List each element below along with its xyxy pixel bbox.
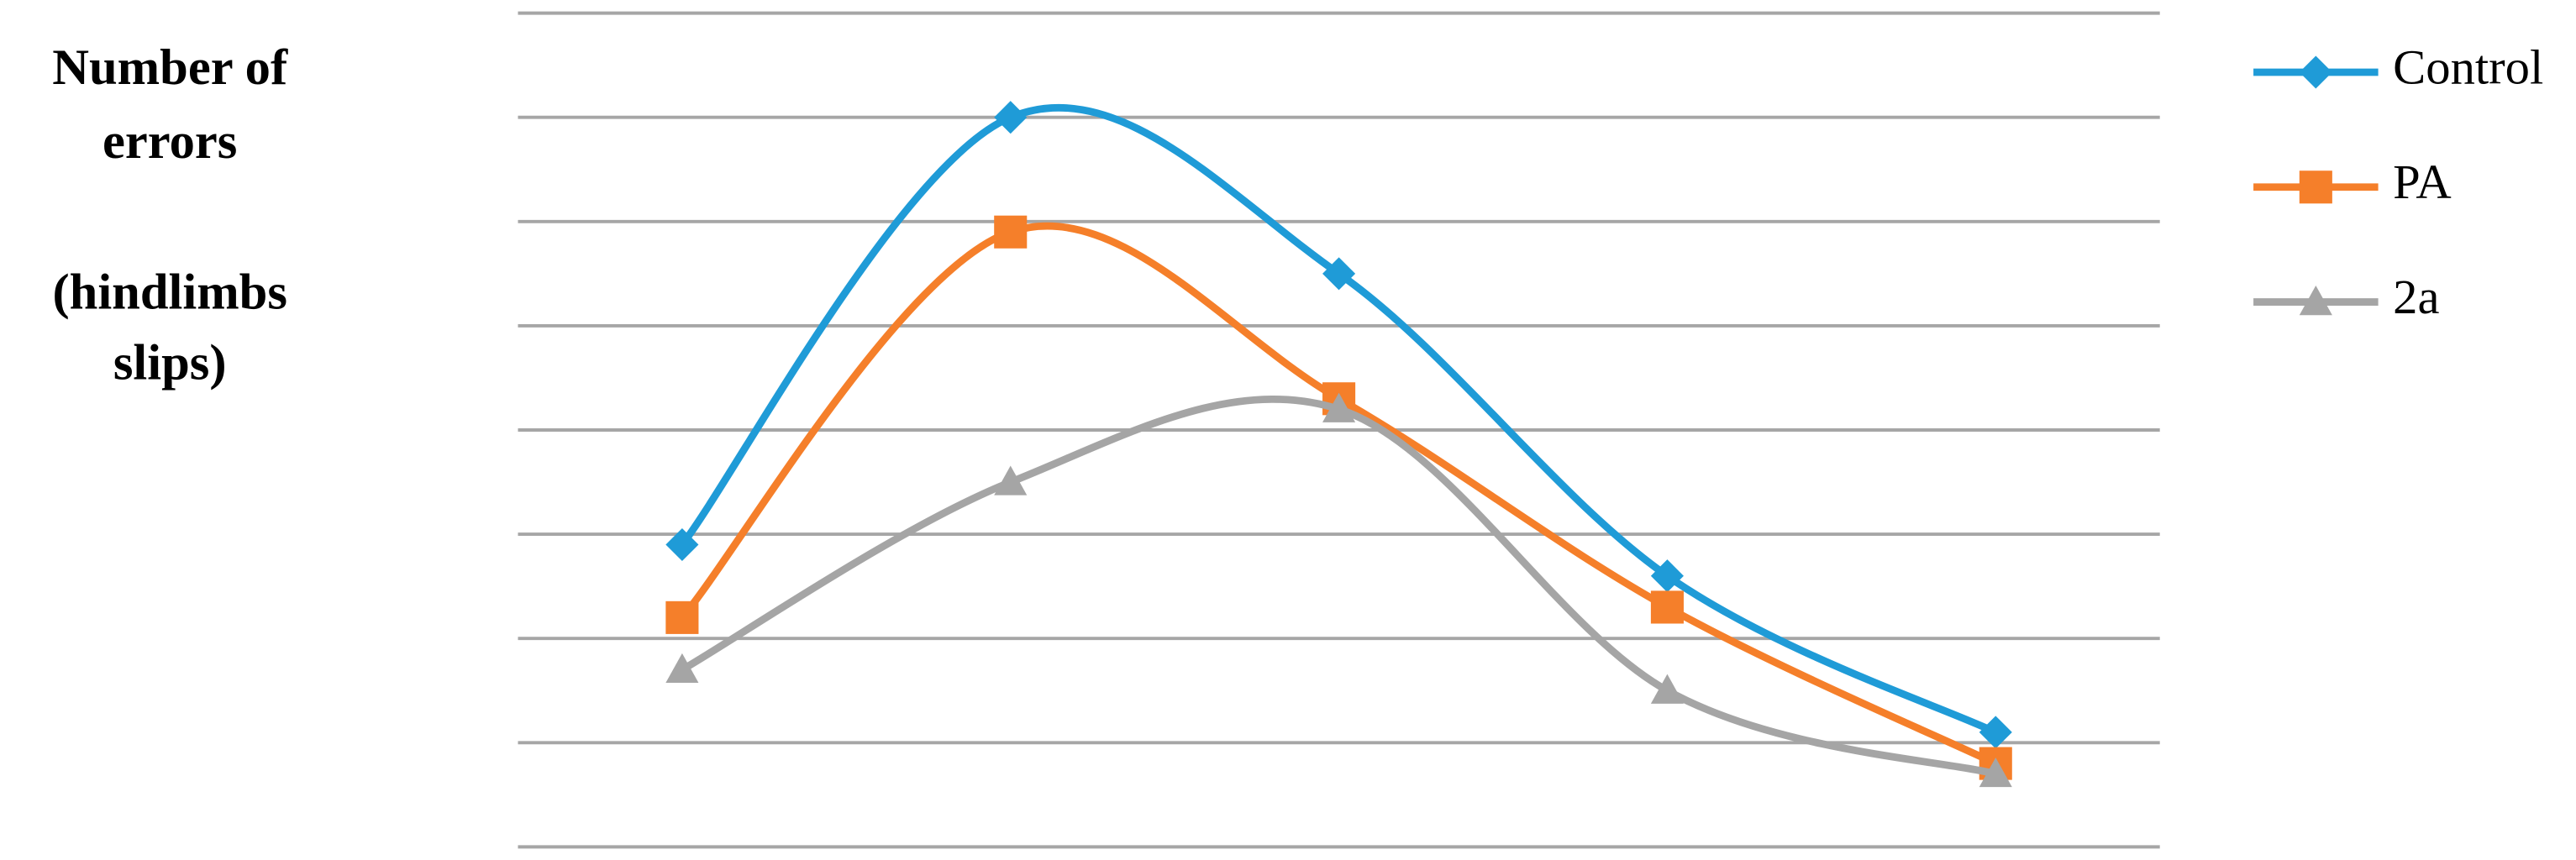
- marker: [665, 653, 699, 684]
- marker: [1650, 559, 1684, 593]
- marker: [1979, 757, 2012, 788]
- y-axis-title: errors: [103, 113, 237, 170]
- y-axis-title: Number of: [52, 39, 288, 96]
- legend-marker: [2299, 55, 2332, 89]
- legend-label: PA: [2393, 155, 2452, 209]
- series-line: [679, 222, 1998, 768]
- marker: [665, 600, 699, 634]
- legend-label: 2a: [2393, 270, 2439, 324]
- series-line: [679, 104, 1998, 736]
- marker: [1322, 392, 1356, 422]
- legend-marker: [2299, 170, 2332, 204]
- legend-marker: [2299, 286, 2332, 316]
- y-axis-title: slips): [113, 335, 227, 391]
- marker: [994, 465, 1028, 496]
- y-axis-title: (hindlimbs: [52, 265, 287, 321]
- marker: [994, 215, 1028, 249]
- series-line: [680, 395, 1997, 778]
- marker: [1650, 674, 1684, 704]
- marker: [994, 101, 1028, 134]
- legend-label: Control: [2393, 39, 2543, 94]
- marker: [1979, 716, 2012, 749]
- marker: [1650, 590, 1684, 624]
- marker: [665, 527, 699, 562]
- marker: [1322, 257, 1356, 291]
